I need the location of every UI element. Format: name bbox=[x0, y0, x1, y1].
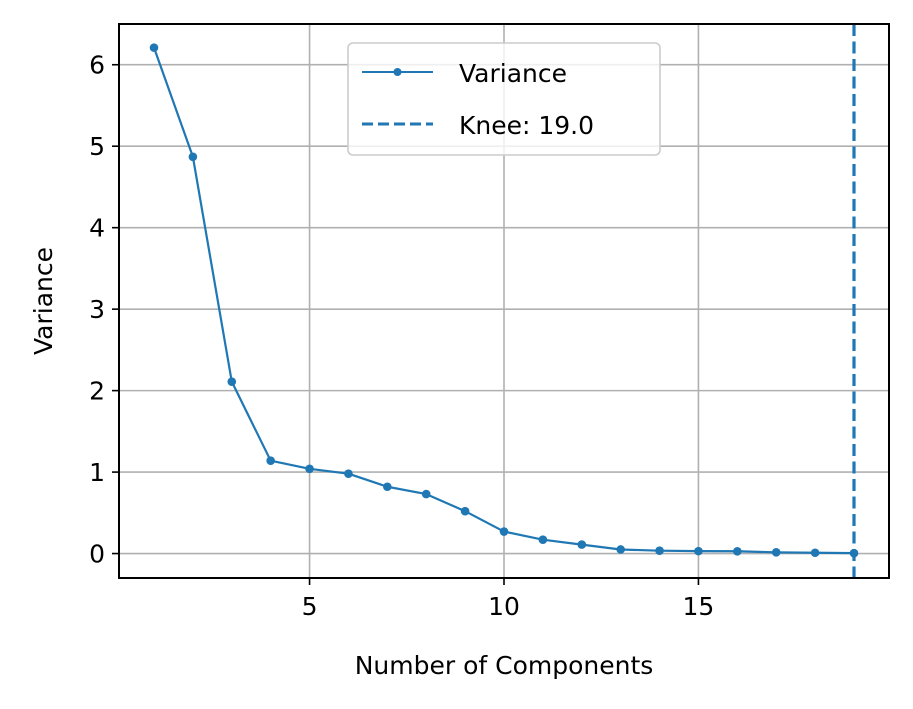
variance-point bbox=[227, 377, 237, 386]
variance-point bbox=[810, 548, 820, 558]
y-tick-label: 4 bbox=[89, 214, 105, 243]
series-layer bbox=[149, 24, 859, 578]
variance-point bbox=[616, 545, 625, 554]
variance-point bbox=[266, 456, 275, 465]
y-tick-label: 3 bbox=[89, 295, 105, 324]
variance-point bbox=[733, 546, 742, 556]
variance-point bbox=[655, 546, 664, 556]
variance-point bbox=[460, 506, 470, 516]
variance-point bbox=[188, 152, 198, 162]
ticks: 5 10 15 0 1 2 3 4 5 6 bbox=[89, 51, 714, 621]
y-tick-label: 5 bbox=[89, 132, 105, 161]
y-tick-label: 6 bbox=[89, 51, 105, 80]
variance-point bbox=[499, 527, 509, 536]
variance-point bbox=[344, 469, 353, 479]
y-tick-label: 2 bbox=[89, 377, 105, 406]
variance-point bbox=[149, 43, 159, 52]
legend-series-label: Variance bbox=[459, 59, 567, 88]
y-tick-label: 0 bbox=[89, 540, 105, 569]
variance-point bbox=[771, 548, 781, 557]
variance-point bbox=[305, 464, 314, 474]
x-axis-title: Number of Components bbox=[355, 651, 654, 680]
variance-point bbox=[694, 546, 703, 556]
variance-point bbox=[538, 535, 548, 545]
legend: Variance Knee: 19.0 bbox=[347, 42, 661, 156]
variance-point bbox=[421, 489, 431, 499]
variance-point bbox=[383, 482, 392, 492]
variance-point bbox=[577, 540, 587, 549]
legend-knee-label: Knee: 19.0 bbox=[459, 111, 594, 140]
x-tick-label: 5 bbox=[302, 592, 318, 621]
x-tick-label: 15 bbox=[683, 592, 715, 621]
y-tick-label: 1 bbox=[89, 458, 105, 487]
y-axis-title: Variance bbox=[29, 247, 58, 355]
legend-series-marker bbox=[393, 68, 402, 76]
x-tick-label: 10 bbox=[488, 592, 520, 621]
